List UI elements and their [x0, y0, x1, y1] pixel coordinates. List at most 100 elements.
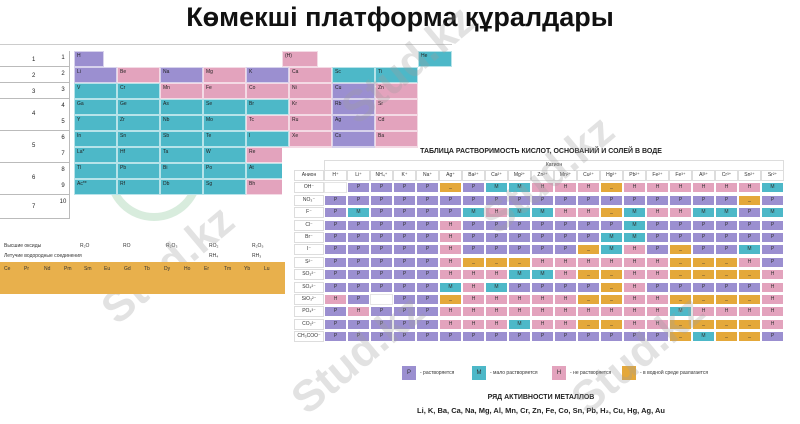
solubility-cell: _: [669, 256, 692, 268]
solubility-cell: [370, 294, 393, 305]
solubility-cell: P: [577, 219, 600, 231]
period-label: 6: [0, 163, 70, 195]
element-cell: Sn: [117, 131, 160, 147]
element-cell: Cr: [117, 83, 160, 99]
lanthanide-cell: Yb: [244, 266, 251, 272]
solubility-cell: _: [669, 244, 692, 256]
solubility-cell: M: [623, 232, 646, 243]
solubility-cell: _: [738, 269, 761, 281]
lanthanide-cell: Dy: [164, 266, 171, 272]
solubility-cell: P: [416, 256, 439, 268]
solubility-cell: _: [692, 269, 715, 281]
anion-header: Анион: [294, 170, 324, 181]
solubility-cell: H: [324, 294, 347, 305]
solubility-cell: P: [347, 256, 370, 268]
solubility-cell: _: [738, 318, 761, 330]
solubility-cell: P: [416, 318, 439, 330]
row-number: 10: [59, 199, 67, 205]
solubility-cell: P: [393, 269, 416, 281]
solubility-cell: H: [554, 294, 577, 305]
solubility-cell: P: [347, 182, 370, 194]
lanthanide-cell: Pr: [24, 266, 29, 272]
element-cell: Ba: [375, 131, 418, 147]
solubility-cell: _: [669, 294, 692, 305]
solubility-cell: P: [692, 232, 715, 243]
row-number: 5: [61, 119, 65, 125]
solubility-cell: M: [623, 207, 646, 219]
element-cell: Sg: [203, 179, 246, 195]
solubility-cell: P: [393, 232, 416, 243]
solubility-cell: P: [370, 182, 393, 194]
solubility-cell: P: [393, 294, 416, 305]
solubility-cell: H: [462, 269, 485, 281]
solubility-cell: P: [324, 194, 347, 206]
solubility-cell: P: [324, 281, 347, 293]
element-cell: V: [74, 83, 117, 99]
element-cell: Tc: [246, 115, 289, 131]
legend-swatch: P: [402, 366, 416, 380]
solubility-cell: H: [462, 294, 485, 305]
solubility-cell: H: [347, 306, 370, 318]
cation-label: Cu²⁺: [577, 170, 600, 181]
solubility-cell: H: [738, 306, 761, 318]
lanthanide-cell: Nd: [44, 266, 51, 272]
solubility-cell: P: [531, 281, 554, 293]
solubility-cell: P: [485, 331, 508, 343]
period-number: 3: [32, 89, 36, 95]
element-cell: Pb: [117, 163, 160, 179]
solubility-cell: M: [600, 244, 623, 256]
solubility-cell: H: [462, 281, 485, 293]
solubility-cell: _: [600, 281, 623, 293]
solubility-cell: H: [577, 207, 600, 219]
solubility-cell: H: [485, 318, 508, 330]
solubility-cell: P: [623, 194, 646, 206]
lanthanide-cell: Gd: [124, 266, 131, 272]
solubility-cell: P: [577, 194, 600, 206]
element-cell: Tl: [74, 163, 117, 179]
solubility-cell: P: [715, 232, 738, 243]
lanthanide-cell: Lu: [264, 266, 270, 272]
solubility-cell: _: [692, 318, 715, 330]
solubility-cell: P: [738, 281, 761, 293]
solubility-cell: H: [439, 256, 462, 268]
solubility-cell: P: [393, 207, 416, 219]
solubility-cell: P: [439, 331, 462, 343]
solubility-cell: H: [485, 269, 508, 281]
lanthanide-cell: Sm: [84, 266, 92, 272]
solubility-cell: H: [761, 281, 784, 293]
solubility-cell: P: [738, 232, 761, 243]
activity-series: Li, K, Ba, Ca, Na, Mg, Al, Mn, Cr, Zn, F…: [417, 406, 665, 415]
solubility-cell: H: [761, 318, 784, 330]
solubility-cell: P: [393, 331, 416, 343]
solubility-cell: M: [439, 281, 462, 293]
lanthanide-cell: Er: [204, 266, 209, 272]
solubility-cell: H: [669, 207, 692, 219]
element-cell: Cs: [332, 131, 375, 147]
solubility-cell: H: [738, 182, 761, 194]
cation-label: Ag⁺: [439, 170, 462, 181]
anion-label: Br⁻: [294, 232, 324, 243]
element-cell: Ge: [117, 99, 160, 115]
cation-label: Hg²⁺: [600, 170, 623, 181]
solubility-cell: _: [600, 207, 623, 219]
solubility-cell: P: [416, 294, 439, 305]
solubility-cell: _: [462, 256, 485, 268]
solubility-cell: P: [347, 281, 370, 293]
legend-swatch: [622, 366, 636, 380]
solubility-cell: P: [554, 244, 577, 256]
element-cell: W: [203, 147, 246, 163]
element-cell: Sr: [375, 99, 418, 115]
legend-swatch: H: [552, 366, 566, 380]
element-cell: Na: [160, 67, 203, 83]
solubility-cell: P: [439, 194, 462, 206]
solubility-cell: P: [715, 219, 738, 231]
solubility-cell: P: [347, 219, 370, 231]
solubility-cell: M: [692, 207, 715, 219]
solubility-cell: _: [485, 256, 508, 268]
solubility-cell: M: [531, 269, 554, 281]
solubility-cell: P: [416, 331, 439, 343]
element-cell: Ac**: [74, 179, 117, 195]
solubility-cell: H: [439, 244, 462, 256]
solubility-cell: H: [738, 256, 761, 268]
solubility-cell: H: [623, 281, 646, 293]
